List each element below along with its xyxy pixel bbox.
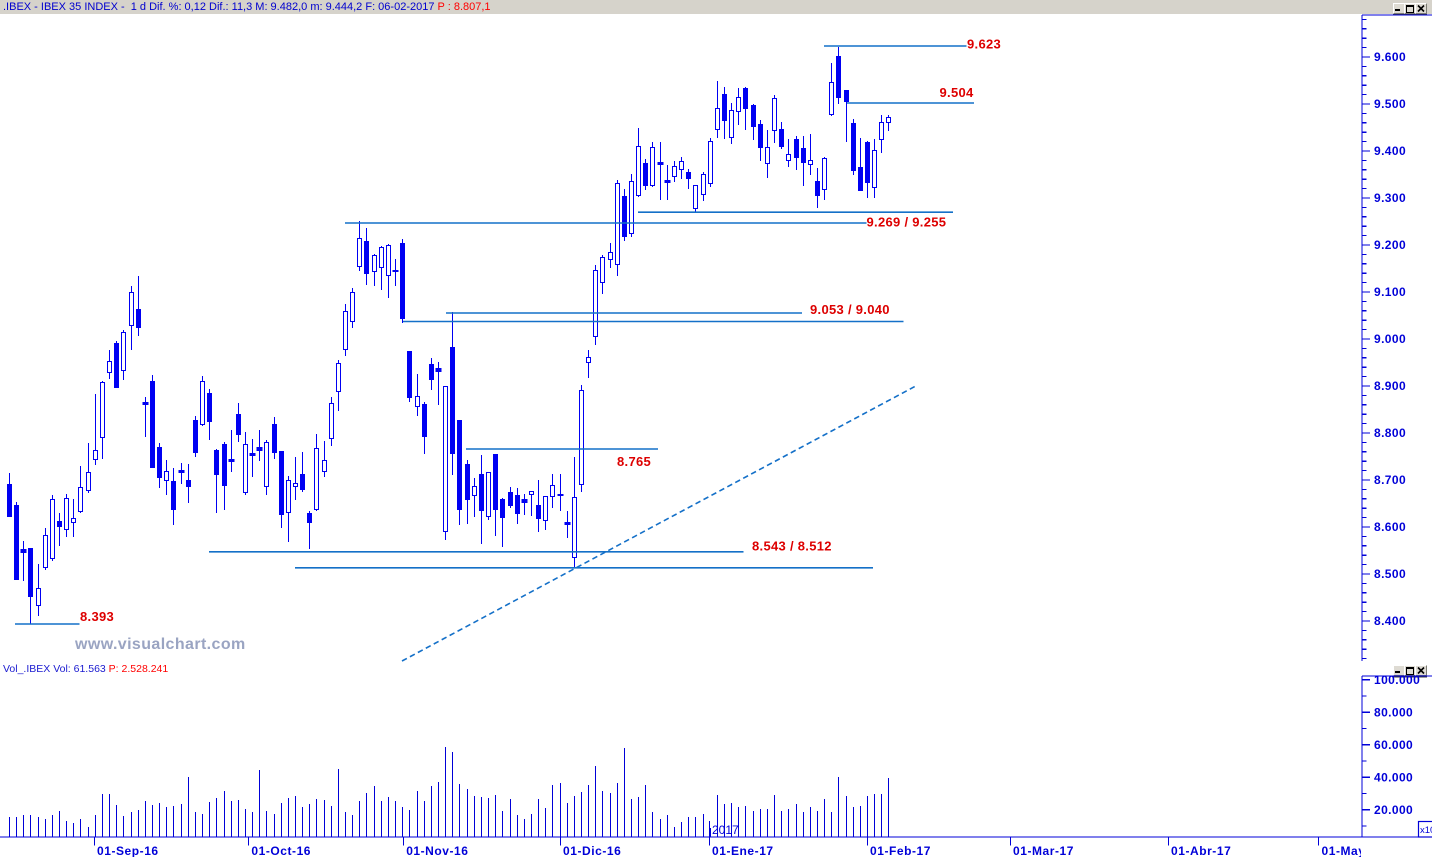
svg-text:9.000: 9.000	[1374, 332, 1406, 346]
svg-text:01-Sep-16: 01-Sep-16	[97, 844, 159, 857]
svg-text:8.500: 8.500	[1374, 567, 1406, 581]
svg-text:9.504: 9.504	[940, 85, 975, 100]
svg-text:9.300: 9.300	[1374, 191, 1406, 205]
svg-text:9.200: 9.200	[1374, 238, 1406, 252]
svg-text:8.700: 8.700	[1374, 473, 1406, 487]
svg-text:01-Ene-17: 01-Ene-17	[712, 844, 774, 857]
svg-text:9.269 / 9.255: 9.269 / 9.255	[867, 215, 947, 230]
svg-text:9.053 / 9.040: 9.053 / 9.040	[810, 302, 890, 317]
svg-text:x10: x10	[1420, 825, 1432, 836]
svg-text:8.800: 8.800	[1374, 426, 1406, 440]
svg-text:8.400: 8.400	[1374, 614, 1406, 628]
svg-text:100.000: 100.000	[1374, 673, 1420, 687]
svg-text:01-Dic-16: 01-Dic-16	[563, 844, 621, 857]
svg-text:01-Mar-17: 01-Mar-17	[1013, 844, 1074, 857]
svg-text:60.000: 60.000	[1374, 738, 1413, 752]
svg-text:8.765: 8.765	[617, 454, 651, 469]
svg-text:20.000: 20.000	[1374, 803, 1413, 817]
svg-text:01-Abr-17: 01-Abr-17	[1171, 844, 1231, 857]
svg-text:01-Nov-16: 01-Nov-16	[406, 844, 468, 857]
svg-text:9.400: 9.400	[1374, 144, 1406, 158]
svg-text:8.600: 8.600	[1374, 520, 1406, 534]
svg-text:40.000: 40.000	[1374, 770, 1413, 784]
svg-text:2017: 2017	[712, 823, 739, 837]
svg-text:9.623: 9.623	[967, 37, 1001, 52]
svg-text:01-May-17: 01-May-17	[1322, 844, 1385, 857]
svg-text:www.visualchart.com: www.visualchart.com	[74, 636, 246, 653]
svg-text:01-Oct-16: 01-Oct-16	[251, 844, 311, 857]
svg-text:01-Feb-17: 01-Feb-17	[870, 844, 931, 857]
svg-text:8.543 / 8.512: 8.543 / 8.512	[752, 539, 832, 554]
svg-text:80.000: 80.000	[1374, 705, 1413, 719]
svg-text:9.100: 9.100	[1374, 285, 1406, 299]
svg-text:8.900: 8.900	[1374, 379, 1406, 393]
svg-text:9.500: 9.500	[1374, 97, 1406, 111]
svg-text:9.600: 9.600	[1374, 50, 1406, 64]
svg-text:8.393: 8.393	[80, 609, 114, 624]
